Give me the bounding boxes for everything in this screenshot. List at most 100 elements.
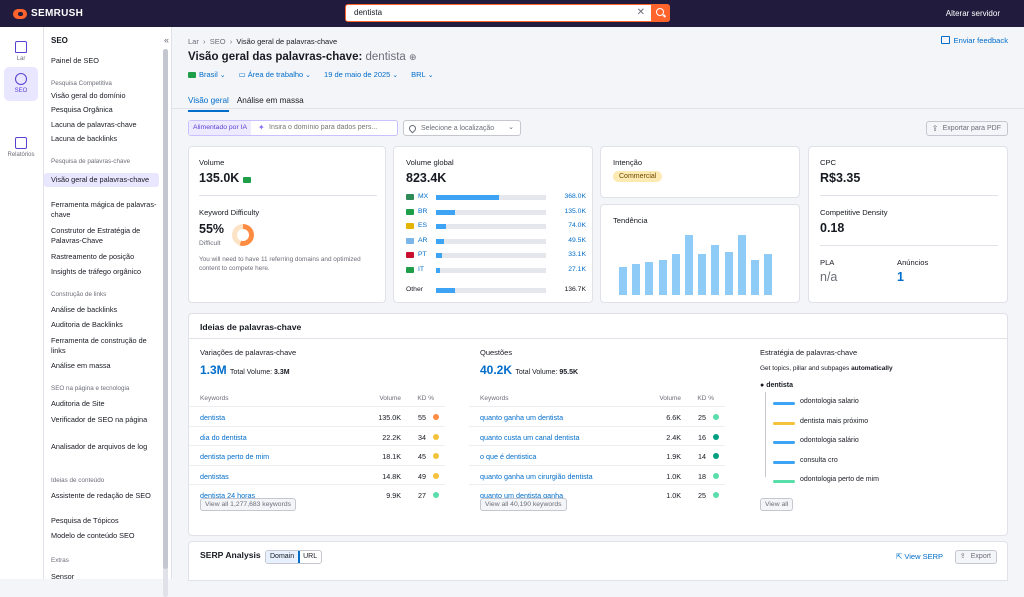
country-code[interactable]: PT — [418, 251, 427, 258]
sidebar-item[interactable]: Visão geral do domínio — [51, 91, 159, 101]
date-select[interactable]: 19 de maio de 2025 — [324, 70, 398, 79]
country-volume[interactable]: 27.1K — [568, 265, 586, 273]
strategy-label: Estratégia de palavras-chave — [760, 348, 858, 357]
sidebar-item[interactable]: Visão geral de palavras-chave — [44, 173, 159, 187]
country-row: AR 49.5K — [406, 236, 586, 248]
switch-server-link[interactable]: Alterar servidor — [945, 9, 1000, 18]
trend-bar[interactable] — [685, 235, 693, 295]
sidebar-item[interactable]: Auditoria de Site — [51, 399, 159, 409]
trend-bar[interactable] — [751, 260, 759, 295]
keyword-link[interactable]: quanto custa um canal dentista — [480, 432, 580, 442]
sidebar-item[interactable]: Pesquisa Orgânica — [51, 105, 159, 115]
sidebar-item[interactable]: Análise de backlinks — [51, 305, 159, 315]
country-volume[interactable]: 33.1K — [568, 251, 586, 258]
sidebar-item[interactable]: Auditoria de Backlinks — [51, 320, 159, 330]
sidebar-item[interactable]: Sensor — [51, 572, 159, 582]
tree-branch[interactable]: odontologia perto de mim — [773, 476, 883, 488]
sidebar-item[interactable]: Análise em massa — [51, 361, 159, 371]
sidebar-item[interactable]: Rastreamento de posição — [51, 252, 159, 262]
country-volume[interactable]: 74.0K — [568, 222, 586, 229]
keyword-link[interactable]: o que é dentistica — [480, 452, 537, 461]
col-kd: KD % — [697, 395, 714, 402]
sidebar-scrollbar[interactable] — [163, 49, 168, 597]
trend-bar[interactable] — [645, 262, 654, 295]
sidebar-item[interactable]: Modelo de conteúdo SEO — [51, 531, 159, 541]
breadcrumb-home[interactable]: Lar — [188, 37, 199, 46]
questions-count[interactable]: 40.2K Total Volume: 95.5K — [480, 363, 579, 377]
search-input[interactable] — [354, 8, 634, 17]
country-code[interactable]: ES — [418, 222, 428, 229]
trend-bar[interactable] — [711, 245, 720, 295]
variations-count[interactable]: 1.3M Total Volume: 3.3M — [200, 363, 290, 377]
tree-branch[interactable]: consulta cro — [773, 457, 883, 469]
domain-input[interactable] — [269, 124, 394, 131]
sidebar-item[interactable]: Assistente de redação de SEO — [51, 491, 159, 501]
sidebar-item[interactable]: Painel de SEO — [51, 56, 159, 66]
keyword-link[interactable]: dentistas — [200, 471, 229, 481]
export-button[interactable]: Export — [954, 550, 997, 564]
breadcrumb-seo[interactable]: SEO — [209, 37, 226, 46]
country-code[interactable]: IT — [418, 265, 425, 273]
tab-overview[interactable]: Visão geral — [188, 96, 229, 112]
segment-domain[interactable]: Domain — [266, 551, 301, 563]
location-select[interactable]: Selecione a localização — [403, 120, 521, 136]
keyword-link[interactable]: dia do dentista — [200, 432, 247, 442]
tab-bulk-analysis[interactable]: Análise em massa — [236, 96, 304, 105]
kd-value: 55% — [199, 222, 225, 236]
trend-bar[interactable] — [737, 235, 746, 295]
trend-bar[interactable] — [658, 259, 667, 295]
country-code[interactable]: BR — [418, 207, 428, 215]
tree-branch[interactable]: odontologia salário — [773, 437, 883, 449]
keyword-link[interactable]: dentista perto de mim — [200, 452, 270, 461]
trend-bar[interactable] — [632, 263, 641, 295]
sidebar-item[interactable]: Verificador de SEO na página — [51, 415, 159, 425]
sidebar-item[interactable]: Lacuna de backlinks — [51, 134, 159, 144]
brand-name: SEMRUSH — [31, 8, 84, 19]
country-code[interactable]: AR — [418, 236, 428, 244]
view-all-strategy-button[interactable]: View all — [760, 498, 794, 511]
semrush-logo[interactable]: SEMRUSH — [13, 8, 83, 19]
collapse-sidebar-icon[interactable]: « — [164, 35, 170, 45]
search-button[interactable] — [651, 4, 670, 22]
device-select[interactable]: ▭ Área de trabalho — [239, 70, 311, 79]
sidebar-item[interactable]: Insights de tráfego orgânico — [51, 267, 159, 277]
trend-bar[interactable] — [671, 254, 680, 295]
country-select[interactable]: Brasil — [188, 70, 226, 79]
country-volume[interactable]: 368.0K — [564, 193, 586, 200]
view-serp-link[interactable]: ⇱ View SERP — [895, 552, 943, 561]
sidebar-item[interactable]: Construtor de Estratégia de Palavras-Cha… — [51, 226, 159, 246]
country-volume[interactable]: 135.0K — [564, 207, 586, 215]
trend-bar[interactable] — [619, 266, 627, 295]
keyword-link[interactable]: quanto ganha um cirurgião dentista — [480, 471, 593, 481]
rail-home[interactable]: Lar — [4, 35, 38, 69]
rail-reports[interactable]: Relatórios — [4, 131, 38, 165]
country-code[interactable]: MX — [418, 193, 429, 200]
send-feedback-link[interactable]: Enviar feedback — [941, 36, 1008, 45]
keyword-link[interactable]: dentista — [200, 413, 226, 422]
tabs: Visão geral Análise em massa — [188, 96, 304, 112]
sidebar-item[interactable]: Ferramenta mágica de palavras-chave — [51, 200, 159, 220]
trend-bar[interactable] — [764, 253, 773, 295]
tree-branch[interactable]: dentista mais próximo — [773, 418, 883, 430]
rail-seo[interactable]: SEO — [4, 67, 38, 101]
view-all-variations-button[interactable]: View all 1,277,683 keywords — [200, 498, 297, 511]
sidebar-item-label: Modelo de conteúdo SEO — [51, 531, 135, 540]
trend-bar[interactable] — [724, 251, 733, 295]
view-all-questions-button[interactable]: View all 40,190 keywords — [480, 498, 567, 511]
sidebar-item[interactable]: Ferramenta de construção de links — [51, 336, 159, 356]
ads-value[interactable]: 1 — [897, 270, 904, 284]
sidebar-item[interactable]: Analisador de arquivos de log — [51, 442, 159, 452]
add-icon[interactable]: ⊕ — [409, 52, 417, 62]
keyword-link[interactable]: quanto um dentista ganha — [480, 491, 564, 500]
sidebar-item[interactable]: Pesquisa de Tópicos — [51, 516, 159, 526]
keyword-link[interactable]: quanto ganha um dentista — [480, 413, 564, 422]
tree-branch[interactable]: odontologia salario — [773, 398, 883, 410]
trend-bar[interactable] — [698, 253, 707, 295]
segment-url[interactable]: URL — [303, 553, 318, 560]
currency-select[interactable]: BRL — [411, 70, 433, 79]
export-pdf-button[interactable]: Exportar para PDF — [925, 121, 1008, 136]
keyword-link[interactable]: dentista 24 horas — [200, 491, 256, 500]
country-volume[interactable]: 49.5K — [568, 236, 586, 244]
sidebar-item[interactable]: Lacuna de palavras-chave — [51, 120, 159, 130]
close-icon[interactable]: ✕ — [636, 7, 645, 18]
